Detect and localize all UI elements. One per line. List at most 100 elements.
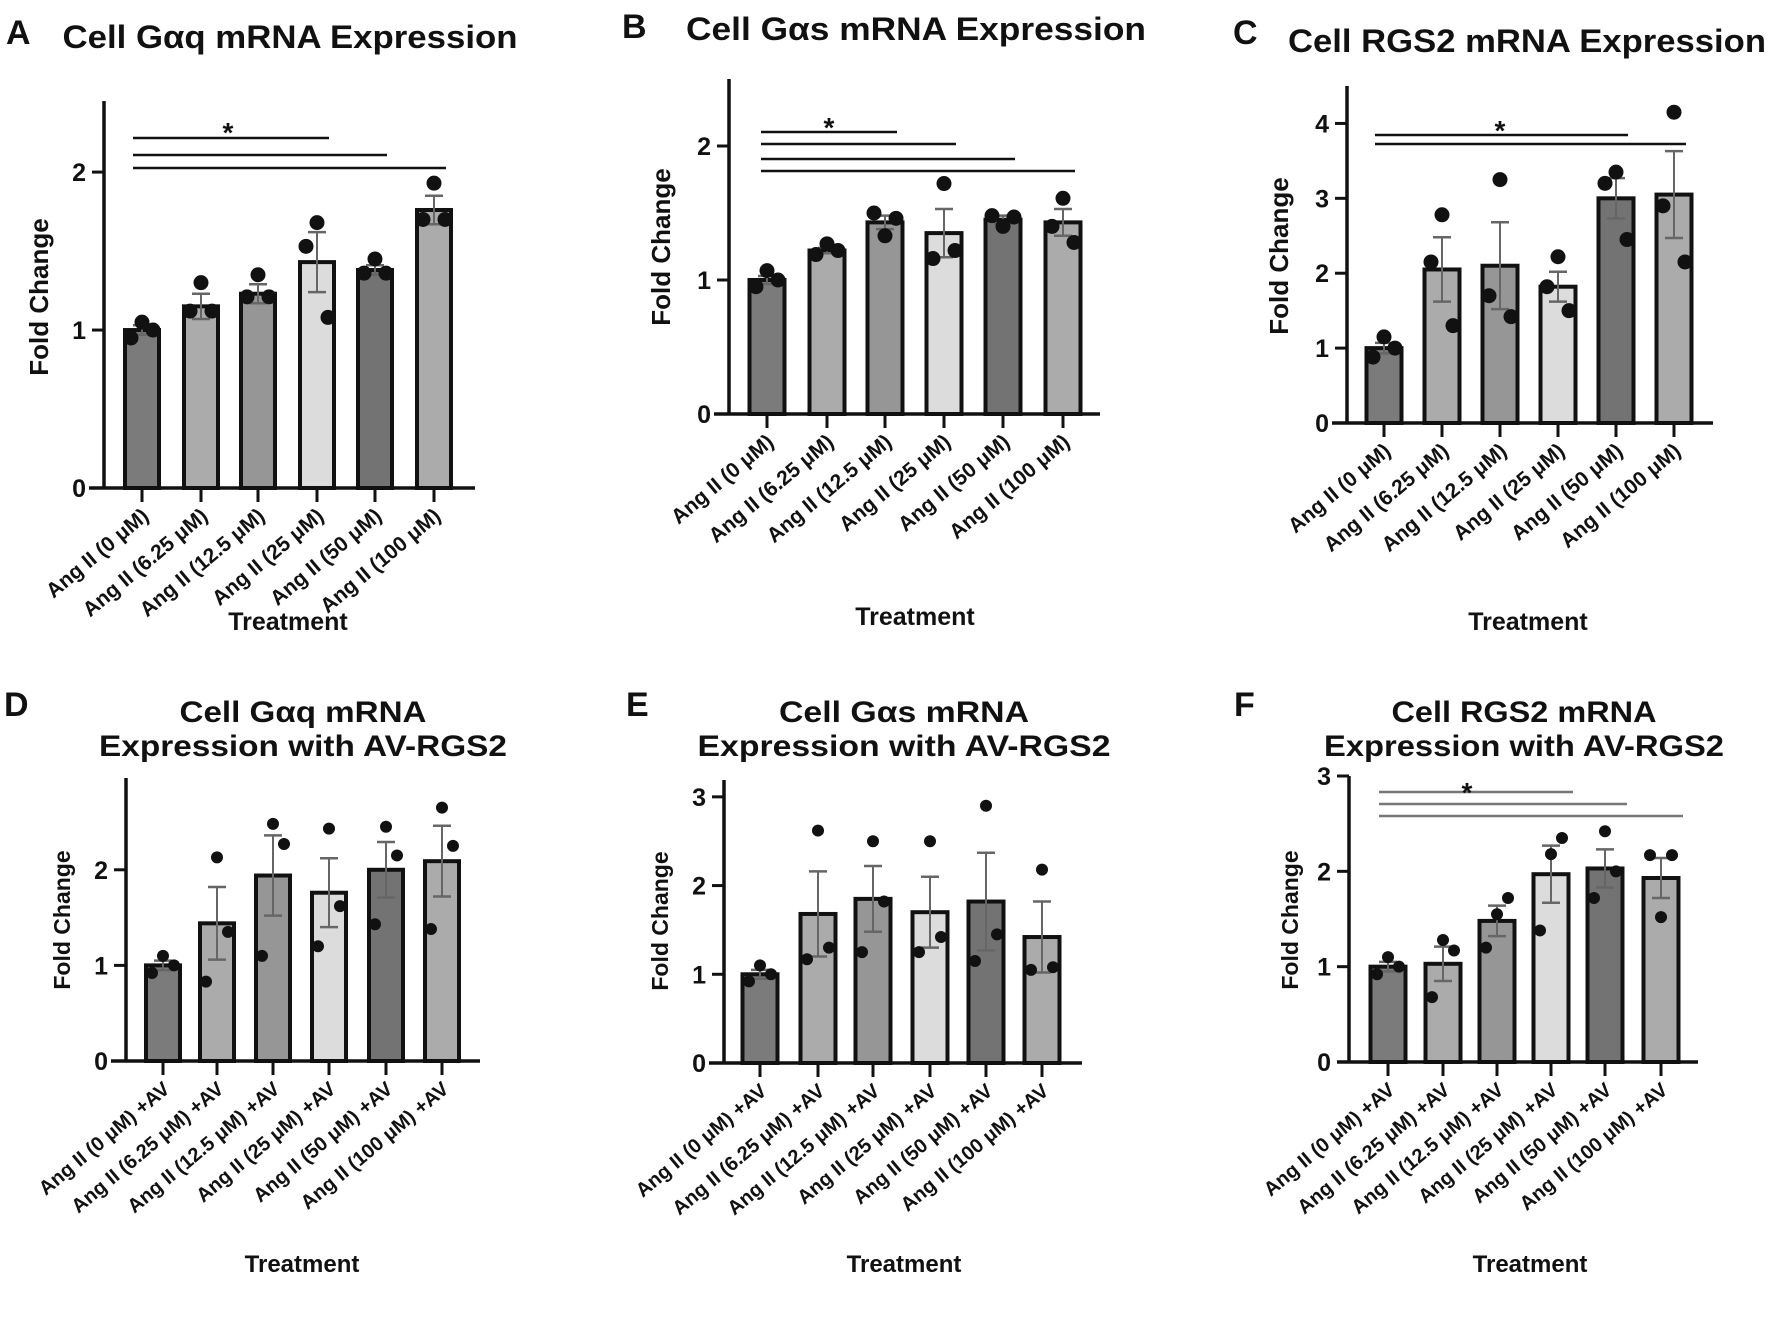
data-point xyxy=(1036,863,1048,876)
bar xyxy=(415,207,453,490)
y-axis-label: Fold Change xyxy=(24,218,54,375)
panel-b: B Cell Gαs mRNA Expression Fold Change Trea… xyxy=(622,8,1146,631)
data-point xyxy=(378,265,394,281)
y-tick-label: 1 xyxy=(697,267,711,295)
significance-star: * xyxy=(1495,115,1506,146)
bar xyxy=(865,220,905,416)
data-point xyxy=(947,243,963,259)
data-point xyxy=(1666,104,1682,120)
chart-title: Expression with AV-RGS2 xyxy=(99,730,507,763)
data-point xyxy=(1608,164,1624,180)
data-point xyxy=(1044,218,1060,234)
data-point xyxy=(995,218,1011,234)
data-point xyxy=(1047,961,1059,974)
data-point xyxy=(1491,908,1503,921)
data-point xyxy=(1448,944,1460,957)
chart-title: Cell RGS2 mRNA xyxy=(1392,696,1657,729)
data-point xyxy=(211,851,223,864)
data-point xyxy=(1365,349,1381,365)
data-point xyxy=(1666,849,1678,862)
y-tick-label: 3 xyxy=(1315,185,1329,213)
data-point xyxy=(1382,951,1394,964)
bar xyxy=(298,260,336,491)
data-point xyxy=(878,895,890,908)
data-point xyxy=(309,215,325,231)
chart-title: Expression with AV-RGS2 xyxy=(1324,730,1724,763)
x-axis-label: Treatment xyxy=(847,1251,962,1278)
data-point xyxy=(367,251,383,267)
panel-letter: C xyxy=(1233,14,1258,52)
y-tick-label: 0 xyxy=(692,1050,706,1078)
x-axis-label: Treatment xyxy=(1473,1251,1588,1278)
data-point xyxy=(812,824,824,837)
bar xyxy=(747,278,787,416)
y-tick-label: 0 xyxy=(1315,410,1329,438)
bar xyxy=(1043,220,1083,416)
y-tick-label: 4 xyxy=(1315,110,1329,138)
data-point xyxy=(1534,924,1546,937)
data-point xyxy=(1376,329,1392,345)
data-point xyxy=(808,247,824,263)
data-point xyxy=(1006,209,1022,225)
data-point xyxy=(1619,232,1635,248)
data-point xyxy=(182,303,198,319)
bar xyxy=(1596,196,1636,425)
data-point xyxy=(356,265,372,281)
chart-title: Expression with AV-RGS2 xyxy=(698,730,1111,763)
data-point xyxy=(1437,933,1449,946)
panel-a: A Cell Gαq mRNA Expression Fold Change Trea… xyxy=(6,14,518,636)
chart-title: Cell RGS2 mRNA Expression xyxy=(1288,23,1766,59)
y-tick-label: 3 xyxy=(692,784,706,812)
data-point xyxy=(1545,848,1557,861)
y-tick-label: 2 xyxy=(1315,260,1329,288)
bar xyxy=(144,963,182,1064)
significance-star: * xyxy=(223,117,234,148)
data-point xyxy=(204,303,220,319)
data-point xyxy=(320,309,336,325)
data-point xyxy=(369,918,381,931)
y-tick-label: 0 xyxy=(1317,1049,1331,1077)
y-tick-label: 1 xyxy=(1315,335,1329,363)
y-tick-label: 0 xyxy=(94,1048,108,1076)
y-tick-label: 3 xyxy=(1317,763,1331,791)
data-point xyxy=(770,272,786,288)
data-point xyxy=(1426,991,1438,1004)
data-point xyxy=(380,820,392,833)
y-tick-label: 0 xyxy=(697,401,711,429)
data-point xyxy=(866,205,882,221)
y-axis-label: Fold Change xyxy=(646,168,676,325)
data-point xyxy=(239,289,255,305)
data-point xyxy=(145,322,161,338)
data-point xyxy=(823,941,835,954)
y-tick-label: 2 xyxy=(692,873,706,901)
data-point xyxy=(969,954,981,967)
data-point xyxy=(748,279,764,295)
data-point xyxy=(1502,892,1514,905)
y-axis-label: Fold Change xyxy=(647,851,673,990)
panel-letter: B xyxy=(622,8,647,46)
data-point xyxy=(1025,963,1037,976)
panel-c: C Cell RGS2 mRNA Expression Fold Change Tre… xyxy=(1233,14,1766,636)
data-point xyxy=(298,238,314,254)
data-point xyxy=(222,925,234,938)
data-point xyxy=(261,289,277,305)
data-point xyxy=(1556,831,1568,844)
panel-letter: E xyxy=(626,686,649,724)
data-point xyxy=(146,967,158,980)
y-tick-label: 2 xyxy=(94,857,108,885)
data-point xyxy=(980,799,992,812)
bar xyxy=(1641,876,1681,1064)
data-point xyxy=(1371,968,1383,981)
significance-star: * xyxy=(824,112,835,143)
data-point xyxy=(913,946,925,959)
data-point xyxy=(1677,254,1693,270)
data-point xyxy=(991,928,1003,941)
data-point xyxy=(877,228,893,244)
data-point xyxy=(436,801,448,814)
data-point xyxy=(936,176,952,192)
data-point xyxy=(415,211,431,227)
data-point xyxy=(1588,892,1600,905)
x-axis-label: Treatment xyxy=(245,1251,360,1278)
